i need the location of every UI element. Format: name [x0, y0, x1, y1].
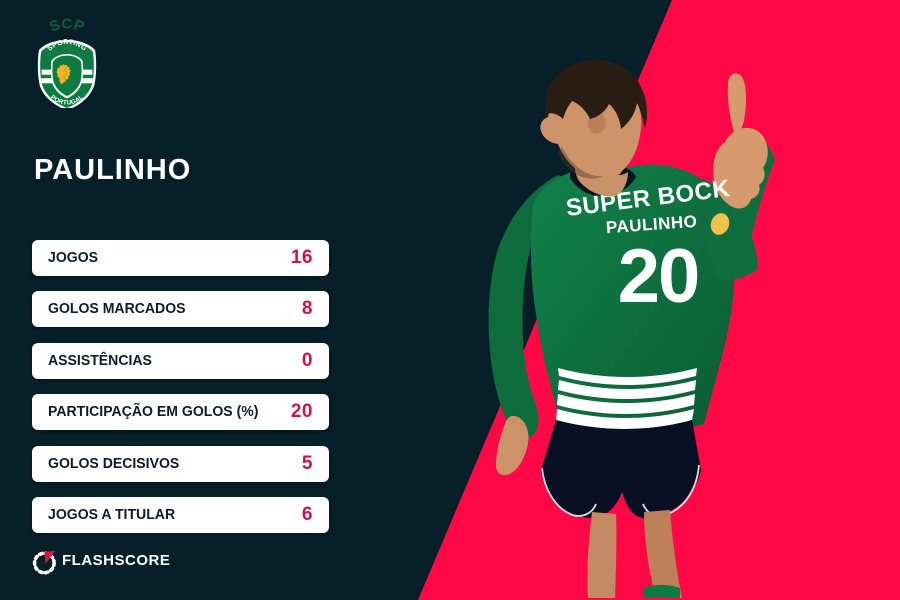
svg-text:20: 20 — [618, 234, 699, 319]
